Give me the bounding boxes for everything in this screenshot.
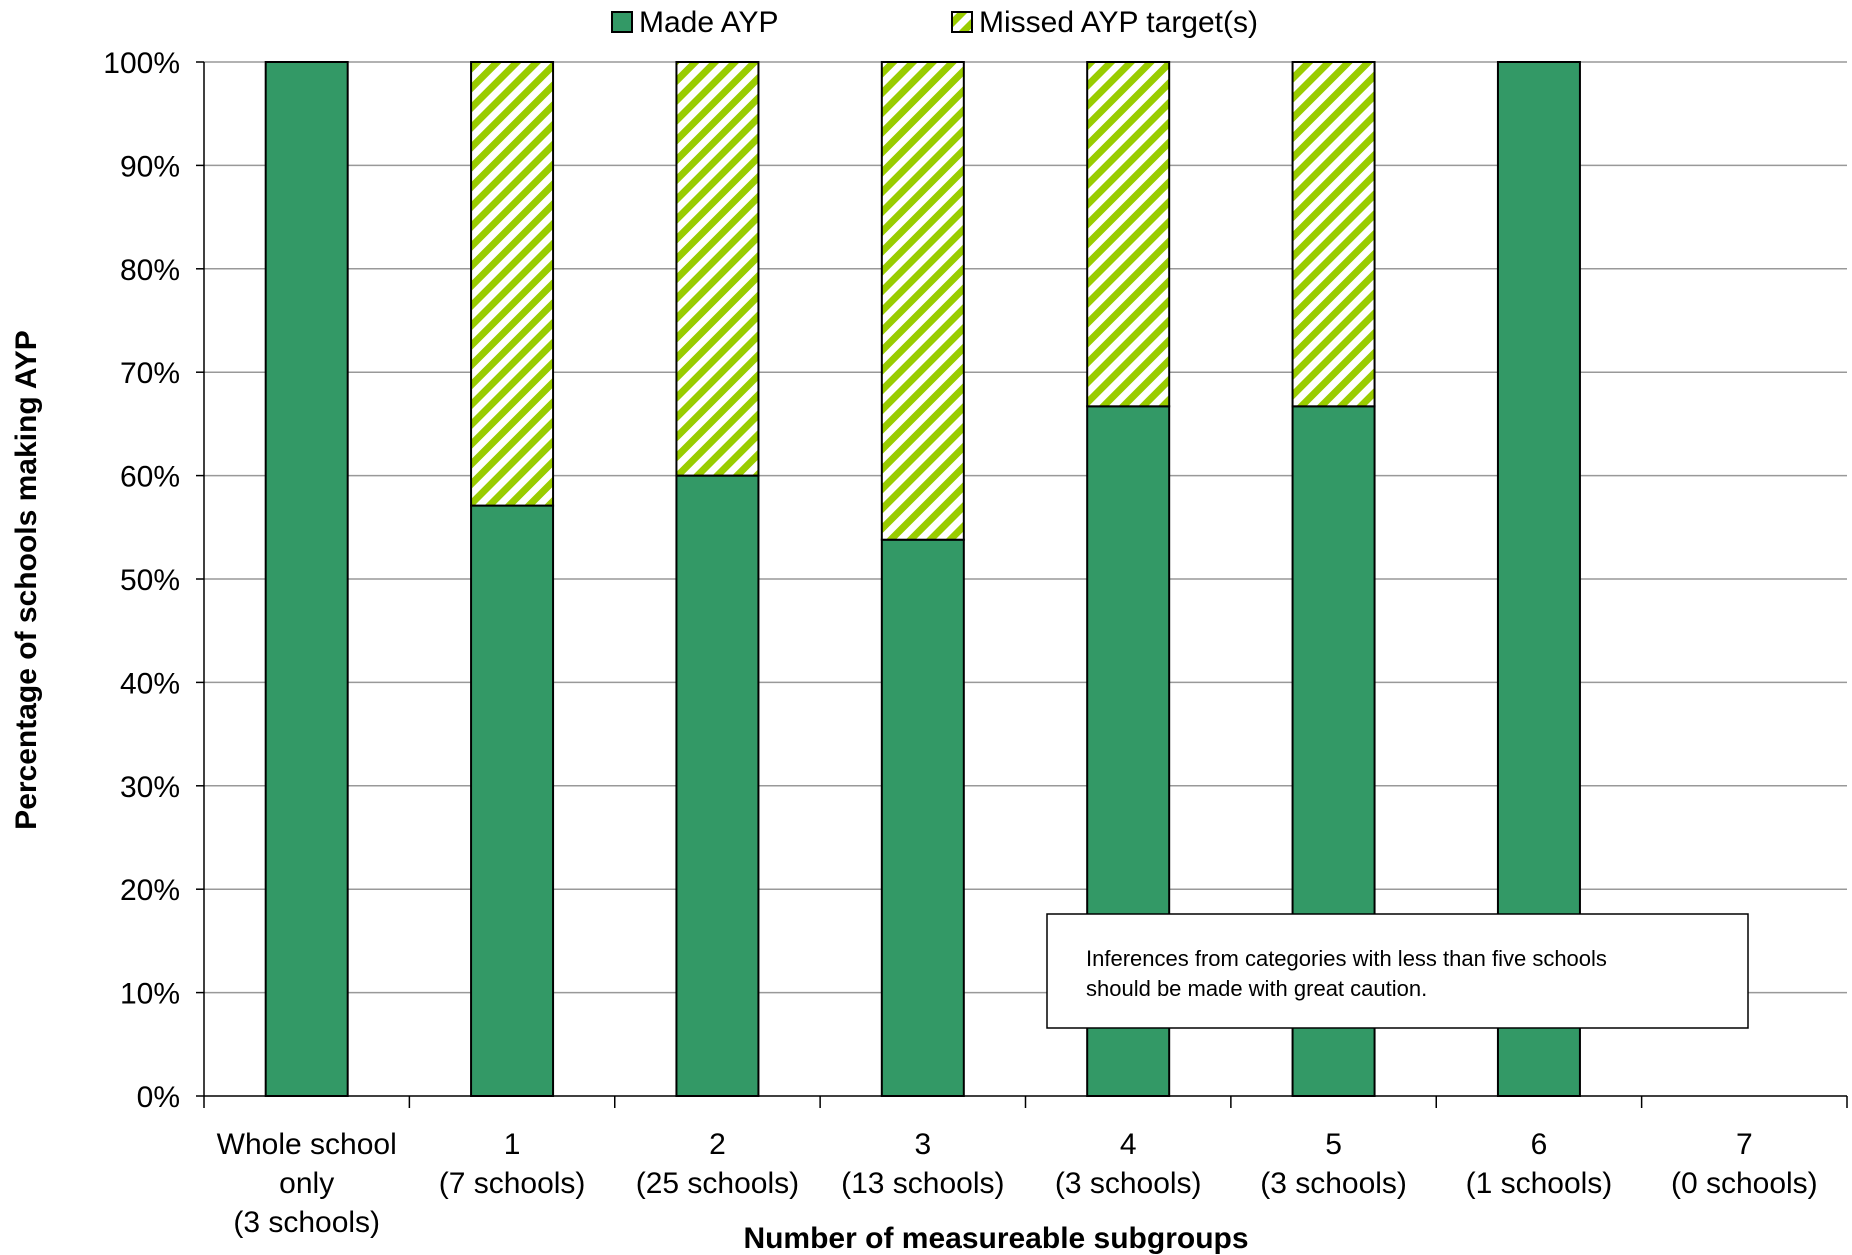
y-tick-label: 50% [120, 564, 180, 597]
bar-missed-ayp-3 [882, 62, 964, 540]
x-category-label: 5 (3 schools) [1260, 1128, 1407, 1200]
legend: Made AYP Missed AYP target(s) [612, 6, 1258, 39]
x-category-label: 3 (13 schools) [841, 1128, 1004, 1200]
bar-made-ayp-2 [676, 476, 758, 1096]
legend-label-0: Made AYP [639, 6, 779, 39]
y-tick-label: 0% [137, 1081, 180, 1114]
bar-missed-ayp-2 [676, 62, 758, 476]
legend-swatch-0 [612, 12, 632, 32]
y-axis-title: Percentage of schools making AYP [10, 330, 43, 830]
x-category-label: 7 (0 schools) [1671, 1128, 1818, 1200]
legend-swatch-1 [952, 12, 972, 32]
y-tick-label: 70% [120, 357, 180, 390]
annotation-box: Inferences from categories with less tha… [1047, 914, 1748, 1028]
x-category-label: 2 (25 schools) [636, 1128, 799, 1200]
x-category-label: 4 (3 schools) [1055, 1128, 1202, 1200]
y-tick-label: 80% [120, 254, 180, 287]
annotation-line-1: Inferences from categories with less tha… [1086, 946, 1607, 971]
bar-missed-ayp-1 [471, 62, 553, 506]
bar-missed-ayp-4 [1087, 62, 1169, 406]
bar-made-ayp-1 [471, 506, 553, 1096]
legend-label-1: Missed AYP target(s) [979, 6, 1258, 39]
y-tick-label: 30% [120, 771, 180, 804]
bar-missed-ayp-5 [1293, 62, 1375, 406]
bar-made-ayp-3 [882, 540, 964, 1096]
y-tick-label: 40% [120, 667, 180, 700]
x-category-label: 1 (7 schools) [439, 1128, 586, 1200]
y-tick-label: 60% [120, 461, 180, 494]
y-tick-label: 10% [120, 978, 180, 1011]
y-tick-labels: 0% 10% 20% 30% 40% 50% 60% 70% 80% 90% 100% [103, 47, 180, 1114]
gridlines [204, 62, 1847, 993]
y-tick-label: 100% [103, 47, 180, 80]
x-category-label: Whole school only (3 schools) [217, 1128, 397, 1239]
bar-made-ayp-0 [266, 62, 348, 1096]
y-tick-label: 90% [120, 150, 180, 183]
x-category-label: 6 (1 schools) [1466, 1128, 1613, 1200]
y-tick-label: 20% [120, 874, 180, 907]
annotation-line-2: should be made with great caution. [1086, 976, 1427, 1001]
x-axis-title: Number of measureable subgroups [743, 1222, 1248, 1255]
